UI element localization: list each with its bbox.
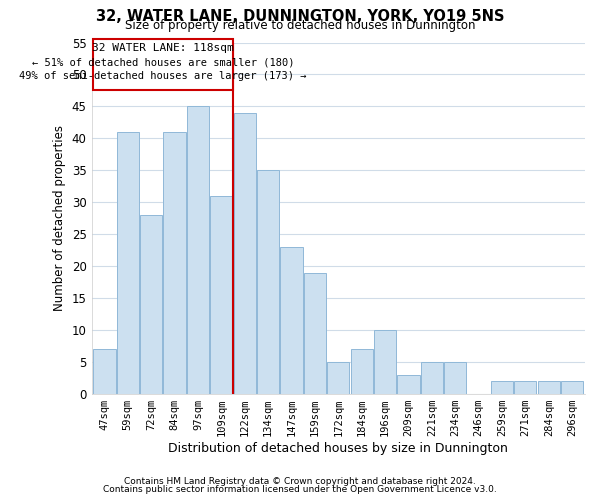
Bar (210, 196, 232, 394)
Y-axis label: Number of detached properties: Number of detached properties (53, 126, 66, 312)
Bar (257, 170, 279, 394)
Bar (187, 106, 209, 394)
Bar (444, 362, 466, 394)
Bar (374, 330, 396, 394)
X-axis label: Distribution of detached houses by size in Dunnington: Distribution of detached houses by size … (169, 442, 508, 455)
Text: Size of property relative to detached houses in Dunnington: Size of property relative to detached ho… (125, 19, 475, 32)
Text: 49% of semi-detached houses are larger (173) →: 49% of semi-detached houses are larger (… (19, 72, 307, 82)
Bar (116, 132, 139, 394)
Bar (280, 247, 302, 394)
Text: Contains public sector information licensed under the Open Government Licence v3: Contains public sector information licen… (103, 485, 497, 494)
Bar (397, 375, 419, 394)
Text: Contains HM Land Registry data © Crown copyright and database right 2024.: Contains HM Land Registry data © Crown c… (124, 477, 476, 486)
Bar (514, 382, 536, 394)
Bar (233, 113, 256, 394)
Bar (140, 215, 162, 394)
Bar (561, 382, 583, 394)
Text: 32, WATER LANE, DUNNINGTON, YORK, YO19 5NS: 32, WATER LANE, DUNNINGTON, YORK, YO19 5… (96, 9, 504, 24)
Bar (538, 382, 560, 394)
Text: 32 WATER LANE: 118sqm: 32 WATER LANE: 118sqm (92, 42, 234, 52)
Bar (491, 382, 513, 394)
FancyBboxPatch shape (93, 40, 233, 90)
Bar (304, 272, 326, 394)
Bar (421, 362, 443, 394)
Bar (163, 132, 185, 394)
Text: ← 51% of detached houses are smaller (180): ← 51% of detached houses are smaller (18… (32, 57, 294, 67)
Bar (327, 362, 349, 394)
Bar (93, 350, 116, 394)
Bar (350, 350, 373, 394)
